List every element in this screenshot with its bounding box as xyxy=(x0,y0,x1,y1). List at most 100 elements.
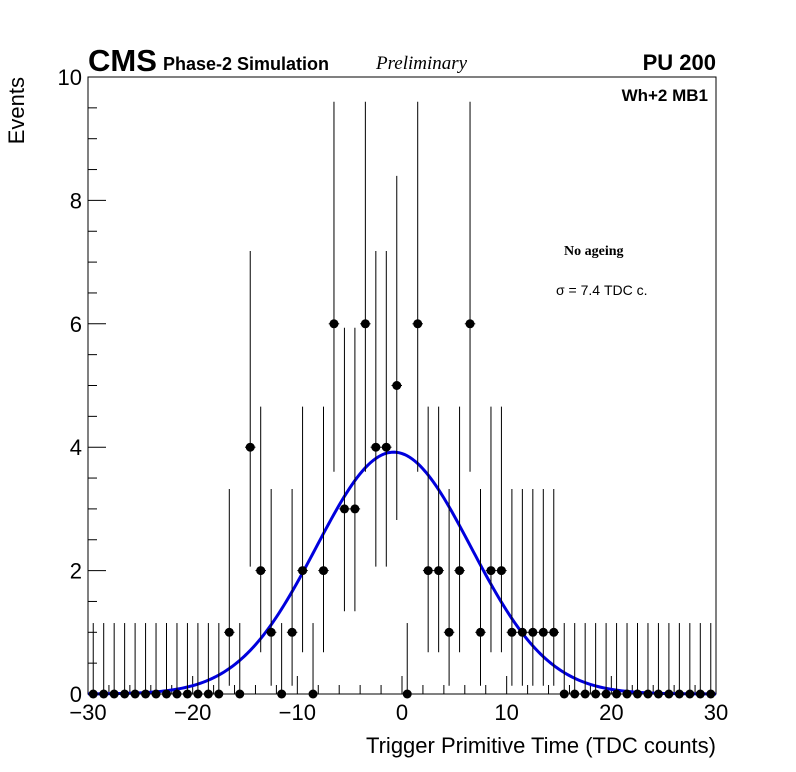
data-point xyxy=(412,101,423,472)
data-point xyxy=(548,488,559,686)
point-marker xyxy=(392,381,402,390)
ageing-label: No ageing xyxy=(564,244,624,259)
data-point xyxy=(422,406,434,653)
point-marker xyxy=(444,627,454,637)
y-axis-title: Events xyxy=(4,77,29,144)
x-tick-label: −10 xyxy=(279,700,316,725)
data-point xyxy=(328,101,340,472)
point-marker xyxy=(402,689,412,699)
data-point xyxy=(538,488,549,686)
point-marker xyxy=(706,689,716,699)
data-point xyxy=(203,623,214,699)
point-marker xyxy=(643,689,653,699)
point-marker xyxy=(360,319,370,329)
y-tick-label: 6 xyxy=(70,312,82,337)
preliminary-label: Preliminary xyxy=(375,53,468,74)
data-point xyxy=(600,623,612,699)
point-marker xyxy=(685,689,695,699)
point-marker xyxy=(476,627,485,637)
point-marker xyxy=(99,689,109,699)
data-point xyxy=(182,623,193,699)
point-marker xyxy=(633,689,642,699)
data-point xyxy=(391,175,402,520)
point-marker xyxy=(413,319,423,329)
data-point xyxy=(171,623,183,699)
point-marker xyxy=(559,689,569,699)
point-marker xyxy=(612,689,622,699)
data-point xyxy=(213,623,225,699)
point-marker xyxy=(507,627,517,637)
point-marker xyxy=(591,689,601,699)
data-point xyxy=(297,406,308,653)
point-marker xyxy=(235,689,245,699)
point-marker xyxy=(203,689,213,699)
data-point xyxy=(433,406,444,653)
data-point xyxy=(161,623,172,699)
data-point xyxy=(129,623,141,699)
point-marker xyxy=(88,689,98,699)
point-marker xyxy=(434,566,444,576)
data-point xyxy=(642,623,654,699)
data-point xyxy=(307,623,319,699)
station-label: Wh+2 MB1 xyxy=(622,86,708,105)
fit-curve xyxy=(87,450,717,696)
data-point xyxy=(611,623,622,699)
point-marker xyxy=(182,689,192,699)
data-point xyxy=(349,327,361,612)
point-marker xyxy=(193,689,203,699)
y-tick-label: 2 xyxy=(70,559,82,584)
data-point xyxy=(245,251,256,567)
data-point xyxy=(496,406,507,653)
point-marker xyxy=(287,627,297,637)
fit-layer xyxy=(87,450,717,696)
point-marker xyxy=(371,442,381,452)
data-point xyxy=(140,623,151,699)
data-point xyxy=(653,623,664,699)
x-tick-label: 0 xyxy=(396,700,408,725)
data-point xyxy=(684,623,696,699)
point-marker xyxy=(549,627,559,637)
data-point xyxy=(621,623,633,699)
point-marker xyxy=(245,442,255,452)
data-point xyxy=(454,406,465,653)
data-point xyxy=(443,488,455,686)
data-point xyxy=(475,488,486,686)
point-marker xyxy=(151,689,161,699)
x-tick-label: 10 xyxy=(494,700,518,725)
data-point xyxy=(381,251,392,567)
data-point xyxy=(286,488,298,686)
point-marker xyxy=(298,566,308,576)
data-point xyxy=(370,251,382,567)
point-marker xyxy=(695,689,705,699)
point-marker xyxy=(538,627,548,637)
x-axis-title: Trigger Primitive Time (TDC counts) xyxy=(366,733,716,758)
point-marker xyxy=(570,689,580,699)
point-marker xyxy=(486,566,496,576)
data-point xyxy=(119,623,130,699)
data-point xyxy=(360,101,371,472)
data-point xyxy=(88,623,99,699)
point-marker xyxy=(674,689,684,699)
x-tick-label: −30 xyxy=(69,700,106,725)
data-point xyxy=(224,488,235,686)
point-marker xyxy=(308,689,318,699)
point-marker xyxy=(423,566,433,576)
phase-label: Phase-2 Simulation xyxy=(163,54,329,74)
data-points xyxy=(88,101,716,699)
point-marker xyxy=(496,566,506,576)
data-point xyxy=(192,623,204,699)
point-marker xyxy=(580,689,590,699)
point-marker xyxy=(622,689,632,699)
data-point xyxy=(506,488,518,686)
data-point xyxy=(569,623,580,699)
point-marker xyxy=(339,504,349,514)
point-marker xyxy=(120,689,130,699)
point-marker xyxy=(162,689,171,699)
y-tick-label: 0 xyxy=(70,682,82,707)
x-axis: −30 −20 −10 0 10 20 30 xyxy=(69,676,728,725)
point-marker xyxy=(664,689,674,699)
point-marker xyxy=(224,627,234,637)
point-marker xyxy=(319,566,328,576)
point-marker xyxy=(381,442,391,452)
